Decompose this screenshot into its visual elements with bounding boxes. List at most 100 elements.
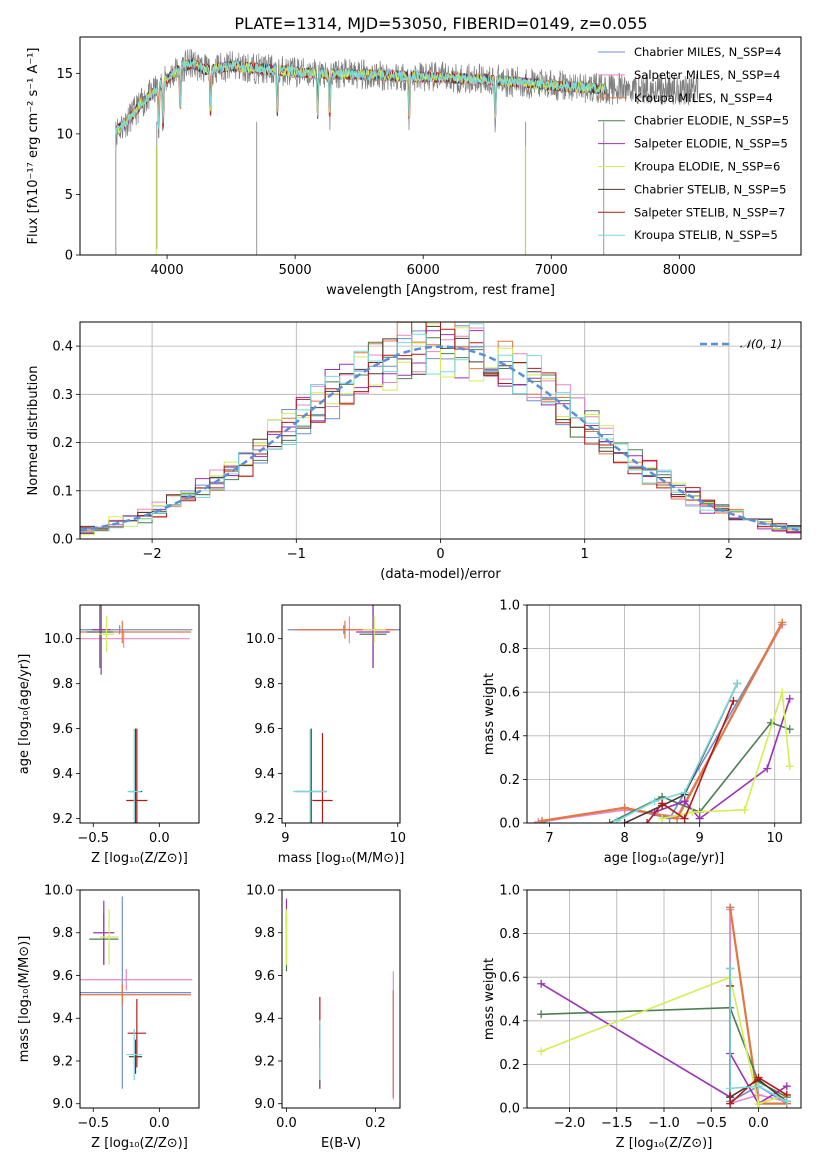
y-tick-label: 10.0 (246, 884, 275, 899)
weight-point-marker (620, 803, 629, 812)
y-tick-label: 0.8 (499, 927, 520, 942)
weight-series-line (616, 683, 738, 822)
y-tick-label: 0.6 (499, 686, 520, 701)
y-tick-label: 0.8 (499, 642, 520, 657)
x-axis-label: Z [log₁₀(Z/Z⊙)] (91, 851, 188, 866)
y-tick-label: 9.8 (52, 677, 73, 692)
axes-frame (79, 36, 802, 256)
y-tick-label: 5 (65, 188, 73, 203)
y-tick-label: 1.0 (499, 599, 520, 614)
y-tick-label: 0.2 (499, 773, 520, 788)
weight-point-marker (785, 725, 794, 734)
weight-point-marker (785, 694, 794, 703)
y-tick-label: 10 (56, 127, 73, 142)
weight-point-marker (733, 679, 742, 688)
y-tick-label: 0.4 (499, 729, 520, 744)
y-tick-label: 9.4 (254, 1012, 275, 1027)
weight-series-line (729, 968, 788, 1103)
y-tick-label: 9.8 (254, 677, 275, 692)
y-tick-label: 0.3 (52, 388, 73, 403)
weight-point-marker (754, 1099, 763, 1108)
x-tick-label: 0.0 (149, 831, 170, 846)
chart-title: PLATE=1314, MJD=53050, FIBERID=0149, z=0… (234, 14, 647, 33)
y-tick-label: 0.4 (499, 1014, 520, 1029)
weight-point-marker (658, 799, 667, 808)
x-tick-label: 9 (696, 831, 704, 846)
plot-area (287, 605, 400, 823)
x-axis-label: age [log₁₀(age/yr)] (604, 851, 725, 866)
y-tick-label: 9.6 (254, 722, 275, 737)
legend-label: Salpeter STELIB, N_SSP=7 (634, 205, 785, 219)
y-tick-label: 9.6 (52, 969, 73, 984)
x-tick-label: 0 (436, 547, 444, 562)
weight-point-marker (782, 1097, 791, 1106)
y-axis-label: mass weight (482, 673, 497, 755)
weight-vs-metallicity-panel: −2.0 −1.5 −1.0 −0.5 0.0 0.0 0.2 0.4 0.6 0.8 1.0 Z [… (482, 884, 802, 1151)
x-tick-label: 0.0 (748, 1116, 769, 1131)
legend-label: Chabrier STELIB, N_SSP=5 (634, 182, 786, 196)
y-tick-label: 9.8 (52, 926, 73, 941)
weight-point-marker (726, 1084, 735, 1093)
y-tick-label: 10.0 (44, 632, 73, 647)
y-tick-label: 0.1 (52, 484, 73, 499)
y-tick-label: 0.2 (52, 436, 73, 451)
legend-label: Kroupa ELODIE, N_SSP=6 (634, 160, 780, 174)
legend-label: Salpeter MILES, N_SSP=4 (634, 68, 780, 82)
weight-series-line (540, 976, 788, 1105)
y-tick-label: 0.0 (52, 533, 73, 548)
x-tick-label: 1 (581, 547, 589, 562)
mass-vs-metallicity-panel: −0.5 0.0 9.0 9.2 9.4 9.6 9.8 10.0 Z [log₁₀(Z/Z⊙)… (17, 884, 200, 1151)
y-axis-label: Flux [fλ10⁻¹⁷ erg cm⁻² s⁻¹ A⁻¹] (26, 48, 41, 245)
legend-label: Kroupa MILES, N_SSP=4 (634, 91, 773, 105)
y-tick-label: 9.2 (254, 1054, 275, 1069)
y-tick-label: 9.6 (52, 722, 73, 737)
model-series-line (115, 59, 606, 137)
y-tick-label: 0.6 (499, 971, 520, 986)
axes-frame (79, 604, 200, 824)
weight-point-marker (650, 797, 659, 806)
x-tick-label: 0.0 (149, 1116, 170, 1131)
y-tick-label: 10.0 (44, 884, 73, 899)
histogram-series (80, 322, 801, 533)
weight-point-marker (680, 788, 689, 797)
plot-area (527, 890, 801, 1108)
weight-point-marker (537, 979, 546, 988)
weight-point-marker (785, 762, 794, 771)
y-tick-label: 0 (65, 249, 73, 264)
weight-point-marker (688, 808, 697, 817)
y-tick-label: 0.4 (52, 340, 73, 355)
y-tick-label: 9.6 (254, 969, 275, 984)
y-tick-label: 9.8 (254, 926, 275, 941)
x-tick-label: 9 (281, 831, 289, 846)
x-tick-label: −1.0 (648, 1116, 680, 1131)
weight-point-marker (538, 816, 547, 823)
weight-point-marker (726, 964, 735, 973)
x-tick-label: 7000 (535, 263, 568, 278)
weight-point-marker (620, 819, 629, 823)
y-tick-label: 9.2 (52, 812, 73, 827)
x-axis-label: Z [log₁₀(Z/Z⊙)] (91, 1136, 188, 1151)
weight-point-marker (534, 817, 543, 823)
x-axis-label: Z [log₁₀(Z/Z⊙)] (616, 1136, 713, 1151)
x-tick-label: −2 (143, 547, 162, 562)
axes-frame (281, 889, 401, 1109)
weight-point-marker (754, 1073, 763, 1082)
x-tick-label: 10 (389, 831, 406, 846)
x-tick-label: 4000 (151, 263, 184, 278)
y-tick-label: 9.4 (52, 767, 73, 782)
weight-series-line (541, 1006, 788, 1098)
y-tick-label: 0.0 (499, 1102, 520, 1117)
plot-area (527, 605, 801, 823)
y-tick-label: 9.0 (52, 1097, 73, 1112)
weight-point-marker (658, 814, 667, 823)
weight-point-marker (680, 814, 689, 823)
y-tick-label: 15 (56, 67, 73, 82)
y-tick-label: 9.0 (254, 1097, 275, 1112)
weight-point-marker (729, 696, 738, 705)
y-tick-label: 0.2 (499, 1058, 520, 1073)
weight-point-marker (726, 903, 735, 912)
x-tick-label: 8000 (663, 263, 696, 278)
age-vs-metallicity-panel: −0.5 0.0 9.2 9.4 9.6 9.8 10.0 Z [log₁₀(Z/Z⊙)] ag… (17, 604, 200, 866)
y-tick-label: 9.4 (52, 1012, 73, 1027)
